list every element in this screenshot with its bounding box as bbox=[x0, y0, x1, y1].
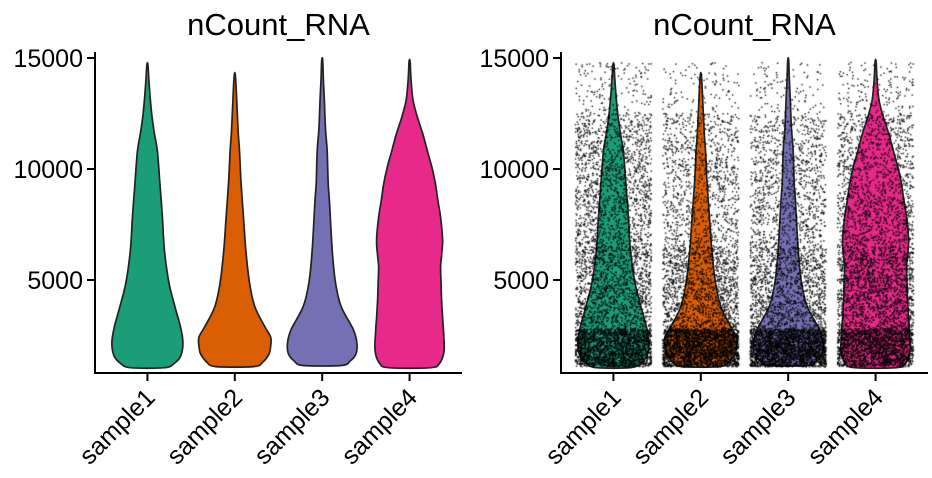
x-category-label: sample4 bbox=[336, 383, 423, 470]
x-category-label: sample2 bbox=[161, 383, 248, 470]
y-tick-label: 15000 bbox=[479, 45, 549, 73]
y-tick-label: 10000 bbox=[479, 156, 549, 184]
violin-sample4 bbox=[373, 58, 446, 370]
y-tick-label: 5000 bbox=[27, 267, 83, 295]
violin-sample3 bbox=[752, 56, 824, 367]
x-category-label: sample1 bbox=[540, 383, 627, 470]
y-tick-label: 5000 bbox=[493, 267, 549, 295]
violin-sample1 bbox=[111, 61, 184, 370]
x-category-label: sample1 bbox=[74, 383, 161, 470]
x-category-label: sample2 bbox=[627, 383, 714, 470]
x-category-label: sample3 bbox=[249, 383, 336, 470]
y-tick-label: 15000 bbox=[13, 45, 83, 73]
violin-sample4 bbox=[839, 58, 912, 370]
violin-sample2 bbox=[663, 71, 738, 368]
violin-sample1 bbox=[577, 61, 650, 370]
x-category-label: sample4 bbox=[802, 383, 889, 470]
violin-sample3 bbox=[286, 56, 358, 367]
plot-title: nCount_RNA bbox=[653, 7, 836, 42]
x-category-label: sample3 bbox=[715, 383, 802, 470]
plot-title: nCount_RNA bbox=[187, 7, 370, 42]
violin-sample2 bbox=[197, 71, 272, 368]
y-tick-label: 10000 bbox=[13, 156, 83, 184]
